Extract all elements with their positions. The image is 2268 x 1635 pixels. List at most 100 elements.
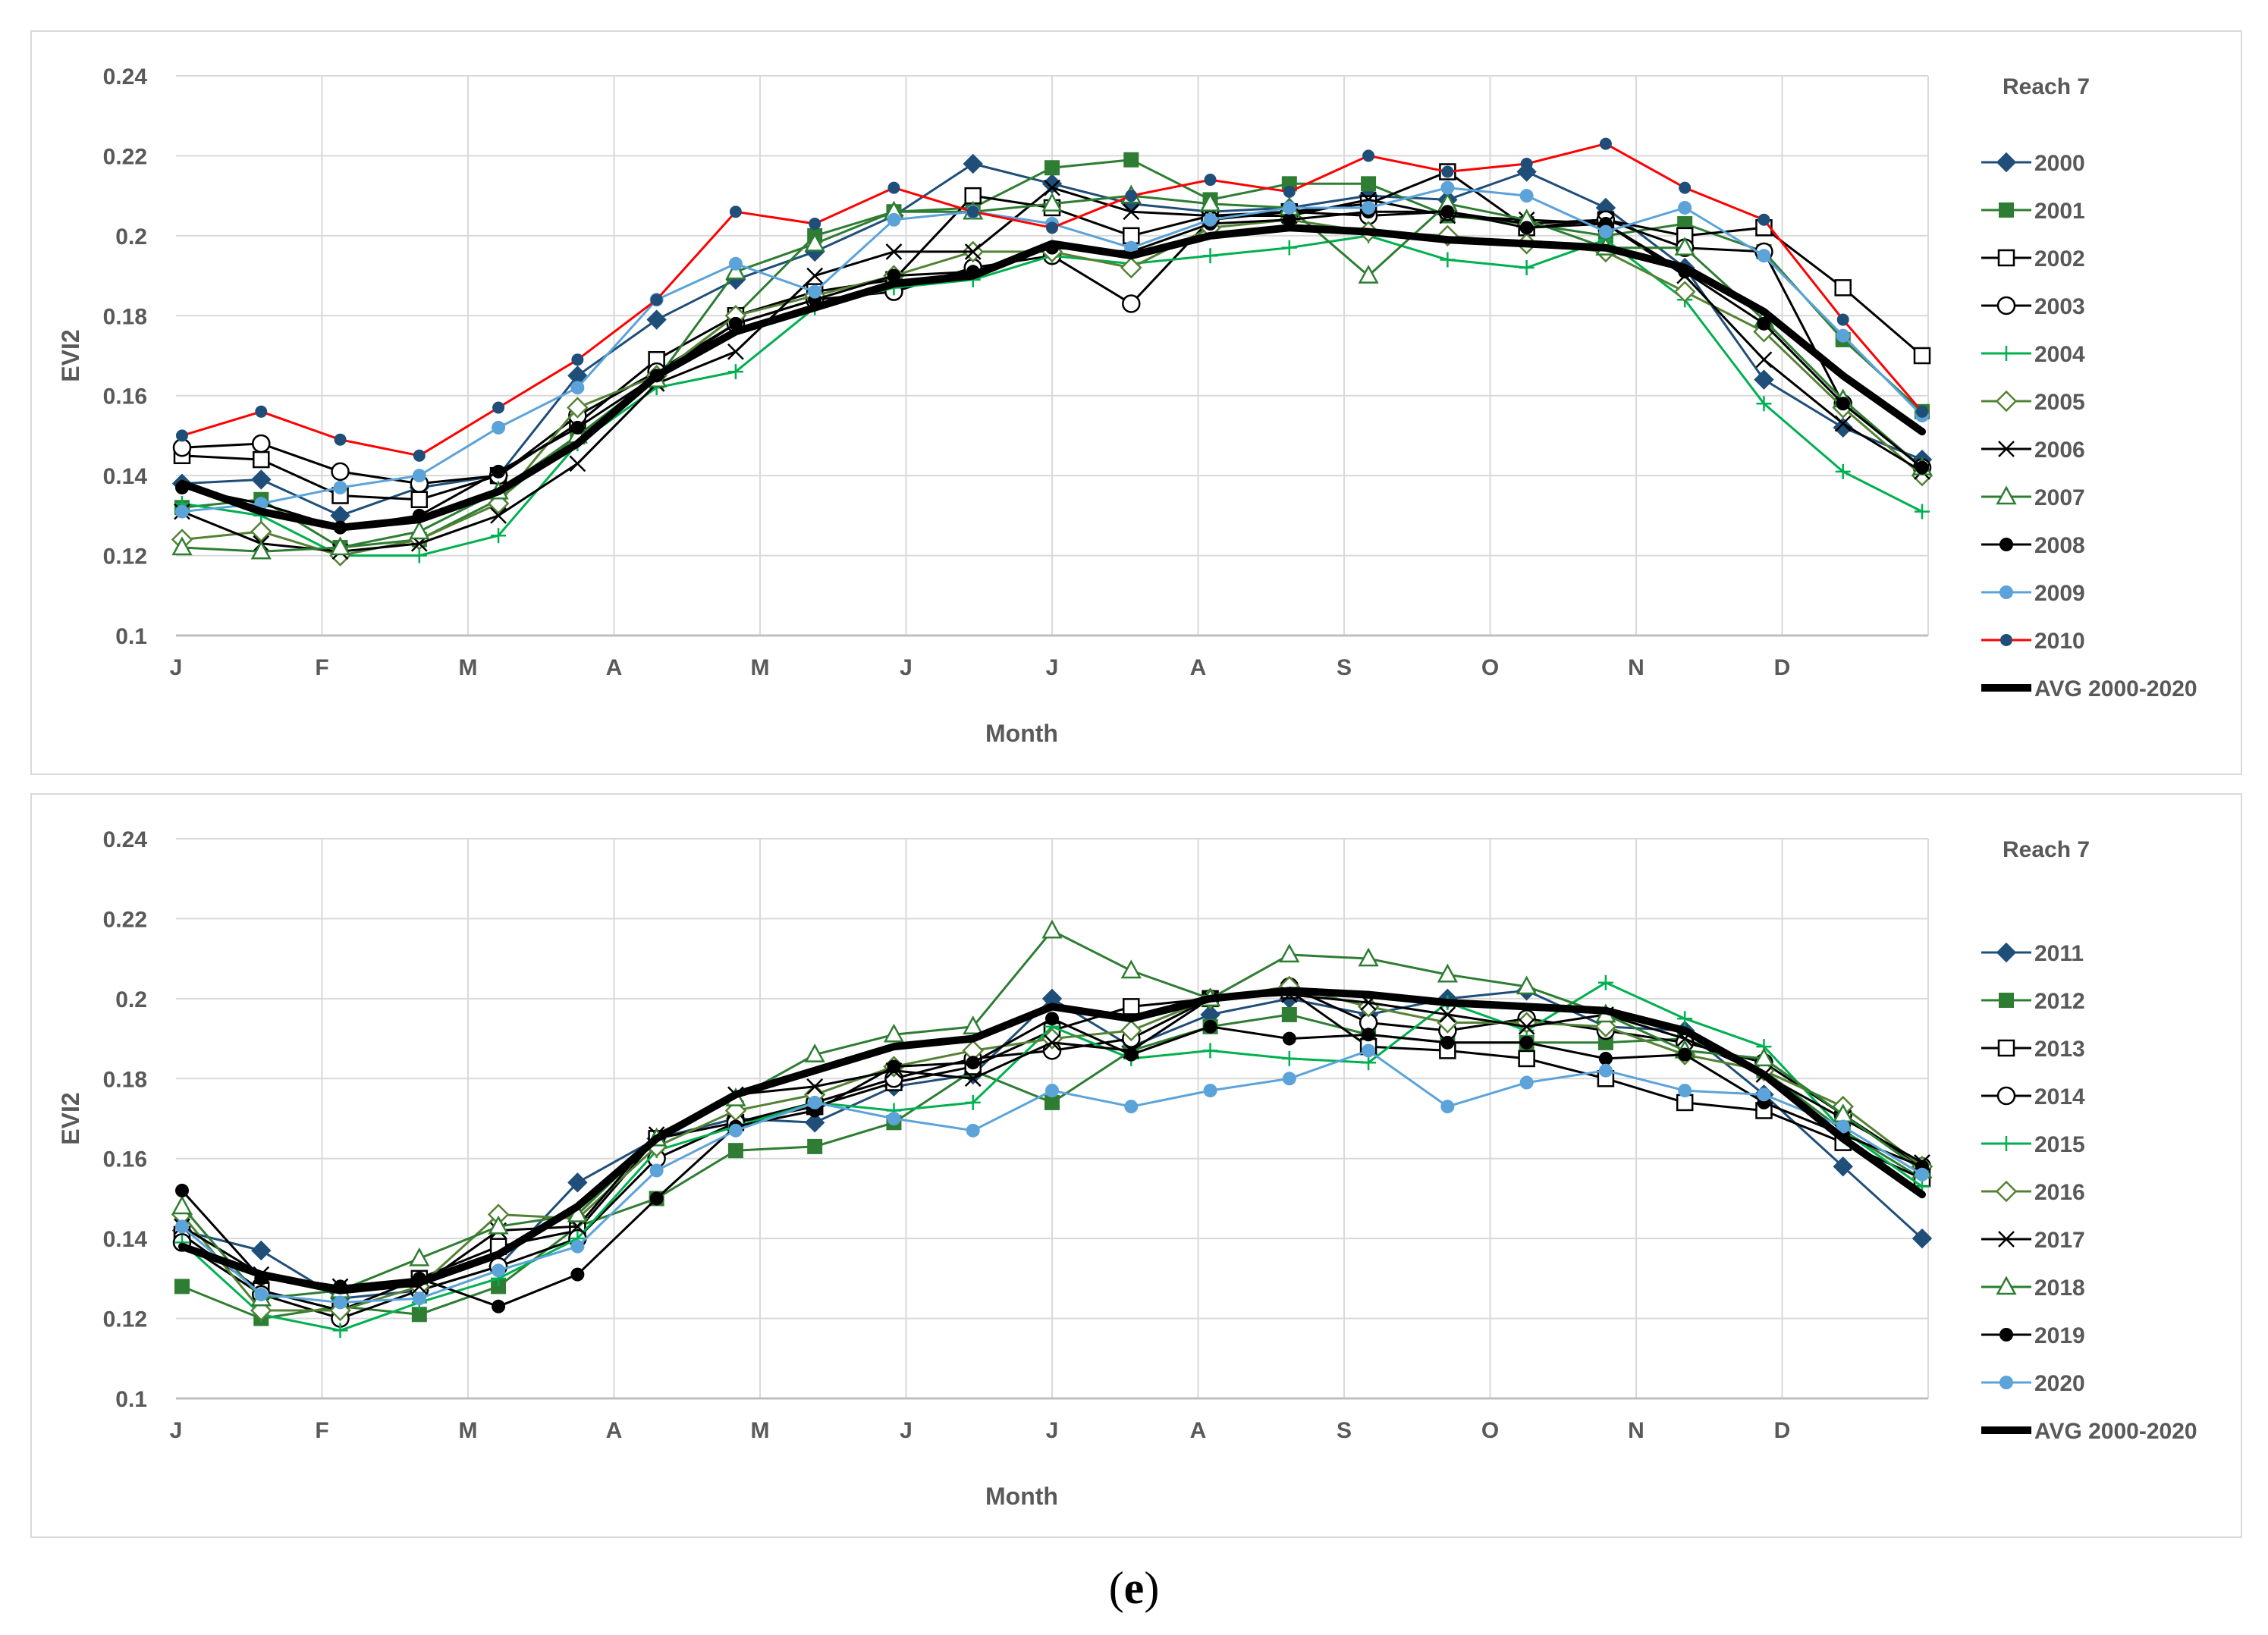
data-point (1519, 1075, 1534, 1090)
data-point (1125, 190, 1138, 202)
data-point (1120, 1019, 1142, 1042)
data-point (492, 401, 505, 414)
data-point (649, 1163, 664, 1178)
legend-marker (1996, 296, 2016, 315)
data-point (413, 449, 426, 462)
data-point (1674, 237, 1695, 256)
legend-item: 2019 (1981, 1323, 2085, 1348)
legend-marker (1996, 1276, 2017, 1295)
data-point (1123, 203, 1140, 221)
data-point (492, 464, 506, 479)
data-point (1281, 240, 1297, 256)
y-tick-label: 0.12 (103, 1307, 147, 1332)
data-point (887, 268, 901, 283)
legend-label: 2018 (2034, 1276, 2085, 1301)
legend-label: 2016 (2034, 1180, 2085, 1205)
legend-marker (1996, 942, 2017, 963)
data-point (1282, 212, 1296, 227)
data-point (1045, 1084, 1059, 1098)
legend-item: 2008 (1981, 533, 2085, 558)
data-point (1437, 1012, 1459, 1034)
y-tick-label: 0.2 (115, 987, 147, 1012)
data-point (1120, 959, 1142, 979)
legend-marker (1997, 249, 2015, 267)
legend-item: 2005 (1981, 390, 2085, 415)
data-point (883, 1023, 905, 1043)
caption-letter: e (1123, 1563, 1145, 1613)
data-point (1678, 1084, 1692, 1098)
data-point (804, 1043, 825, 1062)
x-tick-label: J (900, 1418, 913, 1443)
legend-item: 2003 (1981, 294, 2085, 319)
legend-label: 2012 (2034, 989, 2085, 1014)
data-point (1834, 415, 1852, 432)
data-point (1362, 200, 1376, 215)
data-point (492, 1263, 506, 1278)
data-point (1679, 181, 1692, 194)
x-tick-label: J (170, 1418, 183, 1443)
legend-title: Reach 7 (2003, 837, 2090, 862)
data-point (1282, 1072, 1296, 1086)
data-point (332, 1323, 348, 1338)
legend-marker (1995, 1180, 2018, 1203)
data-point (646, 309, 667, 330)
legend-marker (1999, 202, 2014, 218)
data-point (570, 1267, 585, 1282)
data-point (172, 438, 192, 457)
y-tick-label: 0.12 (103, 544, 147, 570)
data-point (1362, 1043, 1376, 1058)
y-axis-title: EVI2 (57, 329, 84, 381)
data-point (1282, 1031, 1296, 1046)
data-point (1519, 1035, 1534, 1050)
legend-label: 2008 (2034, 533, 2085, 558)
y-axis-title: EVI2 (57, 1092, 84, 1144)
legend-label: AVG 2000-2020 (2034, 1419, 2197, 1444)
data-point (807, 1138, 823, 1154)
legend-label: 2019 (2034, 1323, 2085, 1348)
legend-item: 2018 (1981, 1276, 2085, 1301)
legend-label: 2015 (2034, 1132, 2085, 1157)
legend-marker (1996, 485, 2017, 505)
data-point (567, 1172, 588, 1193)
data-point (491, 528, 507, 544)
data-point (1836, 397, 1850, 411)
data-point (412, 469, 426, 483)
legend-label: 2006 (2034, 438, 2085, 463)
data-point (804, 1112, 825, 1133)
data-point (1520, 157, 1533, 170)
data-point (1203, 1084, 1217, 1098)
y-tick-label: 0.2 (115, 224, 147, 249)
x-tick-label: A (606, 1418, 623, 1443)
legend-title: Reach 7 (2003, 74, 2090, 99)
y-tick-label: 0.22 (103, 144, 147, 169)
data-point (412, 1291, 426, 1306)
legend-item: 2004 (1981, 342, 2085, 367)
legend-label: 2001 (2034, 199, 2085, 224)
legend-marker (1996, 152, 2017, 173)
data-point (570, 381, 585, 395)
data-point (1202, 248, 1218, 264)
data-point (411, 1307, 427, 1323)
data-point (1044, 1094, 1060, 1110)
x-tick-label: D (1774, 1418, 1791, 1443)
data-point (333, 1295, 347, 1310)
legend-item: 2000 (1981, 151, 2085, 176)
data-point (176, 429, 188, 442)
data-point (1440, 205, 1455, 219)
data-point (1199, 193, 1221, 212)
data-point (333, 480, 347, 494)
x-tick-label: M (459, 1418, 478, 1443)
data-point (254, 1287, 269, 1301)
x-tick-label: A (1190, 655, 1207, 680)
data-point (1044, 1034, 1060, 1051)
data-point (1203, 212, 1217, 227)
legend-label: 2011 (2034, 941, 2084, 966)
series-line (178, 224, 1926, 532)
x-tick-label: O (1481, 1418, 1499, 1443)
data-point (1045, 1012, 1059, 1026)
x-tick-label: N (1628, 655, 1644, 680)
data-point (1673, 281, 1696, 303)
data-point (1044, 179, 1060, 196)
series-AVG 2000-2020 (178, 987, 1926, 1295)
data-point (1123, 998, 1140, 1015)
